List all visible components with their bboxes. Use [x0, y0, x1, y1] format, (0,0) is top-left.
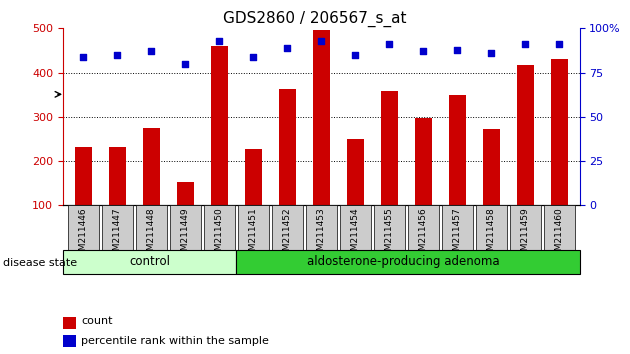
Point: [520, 41, 530, 47]
Text: GSM211456: GSM211456: [419, 207, 428, 262]
Point: [486, 50, 496, 56]
Bar: [279, 89, 296, 205]
Point: [418, 48, 428, 54]
Text: GSM211450: GSM211450: [215, 207, 224, 262]
Text: GSM211446: GSM211446: [79, 207, 88, 262]
Point: [214, 38, 224, 44]
Bar: [517, 65, 534, 205]
FancyBboxPatch shape: [102, 205, 133, 250]
Text: control: control: [129, 256, 170, 268]
Point: [384, 41, 394, 47]
Point: [282, 45, 292, 51]
FancyBboxPatch shape: [306, 205, 336, 250]
FancyBboxPatch shape: [136, 205, 167, 250]
Bar: [211, 46, 228, 205]
Text: GSM211447: GSM211447: [113, 207, 122, 262]
Bar: [449, 95, 466, 205]
Bar: [63, 335, 76, 347]
Text: GSM211449: GSM211449: [181, 207, 190, 262]
Text: GSM211455: GSM211455: [385, 207, 394, 262]
Bar: [109, 147, 126, 205]
Bar: [245, 149, 262, 205]
Point: [146, 48, 156, 54]
FancyBboxPatch shape: [340, 205, 370, 250]
Point: [452, 47, 462, 52]
FancyBboxPatch shape: [170, 205, 200, 250]
Point: [112, 52, 122, 58]
FancyBboxPatch shape: [204, 205, 234, 250]
Text: GSM211448: GSM211448: [147, 207, 156, 262]
Bar: [63, 317, 76, 329]
Point: [350, 52, 360, 58]
Text: GDS2860 / 206567_s_at: GDS2860 / 206567_s_at: [223, 11, 407, 27]
Point: [78, 54, 88, 59]
Bar: [551, 59, 568, 205]
FancyBboxPatch shape: [374, 205, 404, 250]
FancyBboxPatch shape: [408, 205, 438, 250]
Bar: [483, 129, 500, 205]
Text: GSM211452: GSM211452: [283, 207, 292, 262]
FancyBboxPatch shape: [63, 250, 236, 274]
Text: GSM211458: GSM211458: [487, 207, 496, 262]
FancyBboxPatch shape: [510, 205, 541, 250]
Bar: [75, 147, 92, 205]
Bar: [415, 118, 432, 205]
Bar: [177, 182, 194, 205]
FancyBboxPatch shape: [238, 205, 268, 250]
Text: disease state: disease state: [3, 258, 77, 268]
FancyBboxPatch shape: [476, 205, 507, 250]
FancyBboxPatch shape: [442, 205, 472, 250]
Text: GSM211451: GSM211451: [249, 207, 258, 262]
FancyBboxPatch shape: [544, 205, 575, 250]
Bar: [143, 128, 160, 205]
Point: [180, 61, 190, 67]
Text: GSM211453: GSM211453: [317, 207, 326, 262]
Point: [248, 54, 258, 59]
Bar: [313, 30, 329, 205]
Bar: [346, 138, 364, 205]
Text: GSM211459: GSM211459: [521, 207, 530, 262]
FancyBboxPatch shape: [236, 250, 580, 274]
Text: GSM211454: GSM211454: [351, 207, 360, 262]
Text: count: count: [81, 316, 113, 326]
Text: GSM211460: GSM211460: [554, 207, 564, 262]
Point: [554, 41, 564, 47]
Text: percentile rank within the sample: percentile rank within the sample: [81, 336, 269, 346]
Text: GSM211457: GSM211457: [453, 207, 462, 262]
Text: aldosterone-producing adenoma: aldosterone-producing adenoma: [307, 256, 499, 268]
FancyBboxPatch shape: [272, 205, 302, 250]
Point: [316, 38, 326, 44]
Bar: [381, 91, 398, 205]
FancyBboxPatch shape: [68, 205, 99, 250]
